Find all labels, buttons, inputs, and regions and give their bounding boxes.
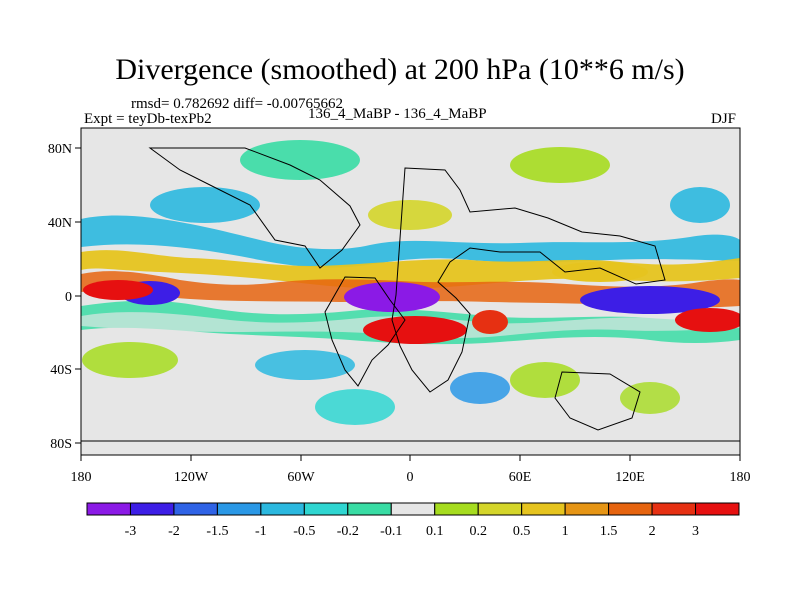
x-axis: 180 120W 60W 0 60E 120E 180 xyxy=(71,455,751,485)
x-tick-label: 60W xyxy=(287,470,315,485)
positive-core-west xyxy=(83,280,153,300)
colorbar-swatch xyxy=(260,502,305,516)
coastline-eurasia-africa xyxy=(391,167,666,393)
colorbar-label: 1 xyxy=(562,524,569,539)
colorbar-swatch xyxy=(129,502,175,516)
colorbar-swatch xyxy=(390,502,436,516)
colorbar-label: -0.2 xyxy=(337,524,359,539)
colorbar-swatch xyxy=(347,502,392,516)
divergence-field xyxy=(81,128,740,455)
coastline-north-america xyxy=(148,147,361,269)
chart-title: Divergence (smoothed) at 200 hPa (10**6 … xyxy=(115,53,685,86)
positive-core-indian xyxy=(472,310,508,334)
colorbar-label: 0.5 xyxy=(513,524,531,539)
northern-anomaly-4 xyxy=(150,187,260,223)
colorbar-label: 0.2 xyxy=(469,524,487,539)
y-tick-label: 40N xyxy=(48,216,72,231)
season-label: DJF xyxy=(711,111,737,127)
southern-anomaly-5 xyxy=(82,342,178,378)
coastline-australia xyxy=(554,371,641,431)
x-tick-label: 0 xyxy=(407,470,414,485)
northern-anomaly-1 xyxy=(240,140,360,180)
colorbar-swatch xyxy=(695,502,740,516)
positive-band-north xyxy=(81,250,740,289)
colorbar-swatch xyxy=(303,502,349,516)
northern-anomaly-2 xyxy=(510,147,610,183)
colorbar-label: -0.1 xyxy=(380,524,402,539)
colorbar-label: 0.1 xyxy=(426,524,444,539)
negative-band-north xyxy=(81,215,740,268)
positive-core-tropics xyxy=(552,262,648,282)
southern-anomaly-2 xyxy=(315,389,395,425)
y-tick-label: 80S xyxy=(50,437,72,452)
northern-anomaly-3 xyxy=(368,200,452,230)
colorbar-swatch xyxy=(564,502,610,516)
colorbar-swatch xyxy=(521,502,566,516)
southern-anomaly-4 xyxy=(620,382,680,414)
x-tick-label: 180 xyxy=(730,470,751,485)
colorbar-label: -1 xyxy=(255,524,267,539)
colorbar-swatch xyxy=(86,502,131,516)
x-tick-label: 60E xyxy=(509,470,532,485)
y-axis: 80N 40N 0 40S 80S xyxy=(48,142,81,452)
negative-core-atlantic xyxy=(344,282,440,312)
x-tick-label: 120W xyxy=(174,470,209,485)
colorbar-swatch xyxy=(477,502,523,516)
x-tick-label: 120E xyxy=(615,470,645,485)
colorbar-label: -1.5 xyxy=(206,524,228,539)
northern-anomaly-5 xyxy=(670,187,730,223)
southern-anomaly-1 xyxy=(510,362,580,398)
colorbar: -3 -2 -1.5 -1 -0.5 -0.2 -0.1 0.1 0.2 0.5 1 1.5 2 3 xyxy=(86,502,740,539)
colorbar-label: -2 xyxy=(168,524,180,539)
y-tick-label: 80N xyxy=(48,142,72,157)
colorbar-swatch xyxy=(216,502,262,516)
colorbar-swatch xyxy=(608,502,653,516)
experiment-label: Expt = teyDb-texPb2 xyxy=(84,111,212,127)
coastline-south-america xyxy=(324,276,406,387)
stats-label: rmsd= 0.782692 diff= -0.00765662 xyxy=(131,96,344,112)
comparison-label: 136_4_MaBP - 136_4_MaBP xyxy=(308,106,487,122)
colorbar-label: 1.5 xyxy=(600,524,618,539)
southern-anomaly-3 xyxy=(450,372,510,404)
southern-anomaly-6 xyxy=(255,350,355,380)
positive-core-east xyxy=(675,308,740,332)
colorbar-label: 3 xyxy=(692,524,699,539)
colorbar-swatch xyxy=(651,502,697,516)
negative-core-pacific xyxy=(580,286,720,314)
positive-core-africa xyxy=(363,316,467,344)
colorbar-label: -0.5 xyxy=(293,524,315,539)
colorbar-swatch xyxy=(173,502,218,516)
colorbar-swatch xyxy=(434,502,479,516)
colorbar-label: 2 xyxy=(649,524,656,539)
y-tick-label: 40S xyxy=(50,363,72,378)
colorbar-label: -3 xyxy=(125,524,137,539)
x-tick-label: 180 xyxy=(71,470,92,485)
y-tick-label: 0 xyxy=(65,290,72,305)
